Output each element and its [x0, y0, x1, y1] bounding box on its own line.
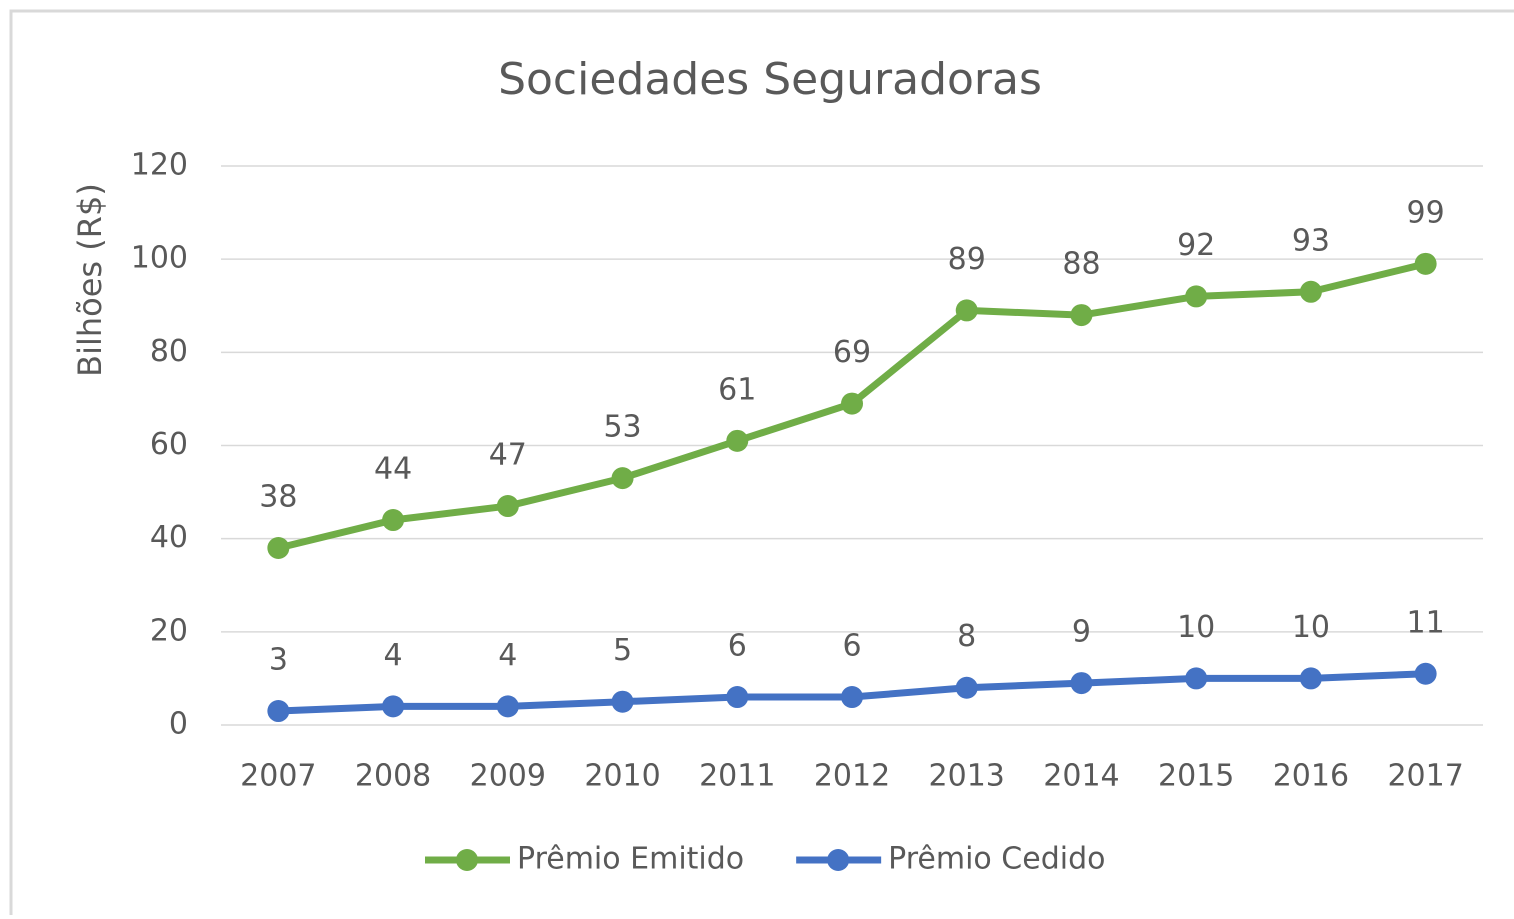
chart-title: Sociedades Seguradoras: [498, 54, 1042, 105]
x-tick-label: 2014: [1043, 759, 1119, 794]
data-label: 89: [948, 242, 986, 277]
data-label: 93: [1292, 223, 1330, 258]
data-label: 61: [718, 372, 756, 407]
x-tick-label: 2008: [355, 759, 431, 794]
x-tick-label: 2010: [584, 759, 660, 794]
legend-marker: [456, 849, 478, 871]
x-tick-label: 2013: [929, 759, 1005, 794]
point: [1414, 662, 1437, 685]
point: [1185, 285, 1208, 308]
data-label: 38: [259, 479, 297, 514]
point: [1414, 252, 1437, 275]
data-label: 9: [1072, 615, 1091, 650]
x-tick-label: 2012: [814, 759, 890, 794]
legend-label: Prêmio Emitido: [517, 842, 744, 877]
data-label: 5: [613, 633, 632, 668]
data-label: 11: [1407, 605, 1445, 640]
data-label: 92: [1177, 228, 1215, 263]
point: [611, 690, 634, 713]
legend-marker: [827, 849, 850, 871]
point: [726, 429, 749, 452]
point: [267, 536, 290, 559]
x-tick-label: 2017: [1387, 759, 1463, 794]
data-label: 69: [833, 335, 871, 370]
point: [955, 299, 978, 322]
data-label: 6: [728, 629, 747, 664]
point: [1299, 667, 1322, 690]
data-label: 8: [957, 619, 976, 654]
point: [1070, 672, 1093, 695]
point: [841, 392, 863, 415]
chart-border: [9, 9, 1514, 919]
y-tick-label: 60: [150, 427, 188, 462]
point: [267, 700, 290, 723]
y-tick-label: 80: [150, 334, 188, 369]
data-label: 6: [842, 629, 861, 664]
data-label: 10: [1177, 610, 1215, 645]
point: [496, 495, 519, 518]
y-axis-label: Bilhões (R$): [71, 183, 109, 377]
data-label: 47: [489, 438, 527, 473]
y-tick-label: 20: [150, 613, 188, 648]
point: [382, 695, 405, 718]
x-tick-label: 2015: [1158, 759, 1234, 794]
point: [726, 686, 749, 709]
data-label: 4: [498, 638, 517, 673]
x-tick-label: 2007: [240, 759, 316, 794]
y-tick-label: 40: [150, 520, 188, 555]
legend-label: Prêmio Cedido: [888, 842, 1105, 877]
point: [1070, 304, 1093, 327]
x-tick-label: 2016: [1273, 759, 1349, 794]
point: [841, 686, 863, 709]
point: [955, 676, 978, 699]
data-label: 44: [374, 452, 412, 487]
point: [1299, 280, 1322, 303]
point: [382, 509, 405, 532]
data-label: 3: [269, 643, 288, 678]
point: [611, 467, 634, 490]
data-label: 4: [384, 638, 403, 673]
point: [496, 695, 519, 718]
point: [1185, 667, 1208, 690]
x-tick-label: 2009: [470, 759, 546, 794]
x-tick-label: 2011: [699, 759, 775, 794]
y-tick-label: 120: [131, 148, 188, 183]
data-label: 53: [603, 410, 641, 445]
data-label: 10: [1292, 610, 1330, 645]
data-label: 99: [1407, 195, 1445, 230]
data-label: 88: [1062, 247, 1100, 282]
y-tick-label: 0: [169, 707, 188, 742]
y-tick-label: 100: [131, 241, 188, 276]
